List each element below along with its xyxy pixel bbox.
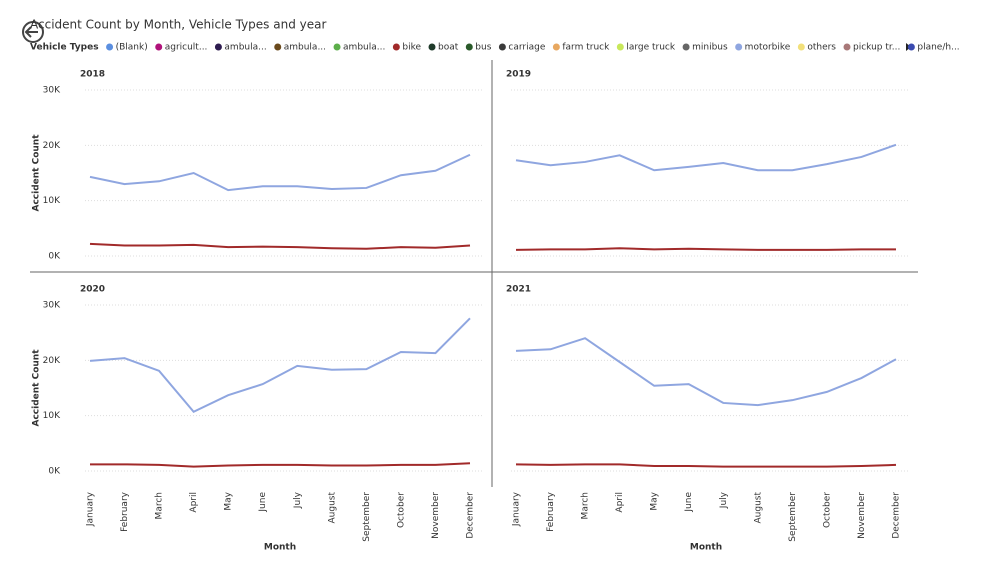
legend-label: pickup tr...: [853, 43, 900, 53]
legend-marker: [428, 43, 436, 51]
y-tick-label: 20K: [43, 356, 61, 366]
x-axis-label: Month: [264, 543, 296, 553]
legend-marker: [498, 43, 506, 51]
legend-label: minibus: [692, 43, 728, 53]
legend-label: carriage: [508, 43, 545, 53]
x-tick-label: September: [788, 492, 798, 542]
y-tick-label: 30K: [43, 86, 61, 96]
x-tick-label: January: [512, 491, 522, 527]
back-button[interactable]: [22, 21, 44, 43]
x-tick-label: November: [857, 492, 867, 539]
series-line: [515, 463, 897, 468]
legend-label: boat: [438, 43, 459, 53]
y-axis-label: Accident Count: [32, 134, 42, 212]
series-line: [515, 337, 897, 407]
chart-title: Accident Count by Month, Vehicle Types a…: [30, 18, 326, 32]
x-tick-label: June: [684, 492, 694, 513]
legend-marker: [797, 43, 805, 51]
legend-label: plane/h...: [917, 43, 959, 53]
legend-marker: [106, 43, 114, 51]
x-tick-label: June: [258, 492, 268, 513]
series-line: [89, 153, 471, 192]
legend-marker: [274, 43, 282, 51]
legend-marker: [392, 43, 400, 51]
x-tick-label: August: [327, 492, 337, 524]
x-tick-label: July: [293, 491, 303, 509]
y-tick-label: 0K: [48, 252, 61, 262]
x-tick-label: September: [362, 492, 372, 542]
legend-marker: [843, 43, 851, 51]
panel-title: 2020: [80, 285, 105, 295]
legend-marker: [155, 43, 163, 51]
y-axis-label: Accident Count: [32, 349, 42, 427]
x-tick-label: March: [155, 492, 165, 519]
y-tick-label: 10K: [43, 411, 61, 421]
back-icon: [24, 26, 38, 38]
x-tick-label: November: [431, 492, 441, 539]
legend-marker: [682, 43, 690, 51]
x-tick-label: December: [466, 492, 476, 539]
legend-title: Vehicle Types: [30, 43, 99, 53]
legend-label: agricult...: [165, 43, 208, 53]
legend-label: farm truck: [562, 43, 610, 53]
x-tick-label: October: [396, 492, 406, 528]
legend-label: motorbike: [745, 43, 791, 53]
legend-marker: [616, 43, 624, 51]
panel-title: 2021: [506, 285, 531, 295]
x-tick-label: May: [650, 491, 660, 510]
x-tick-label: April: [189, 492, 199, 513]
x-tick-label: October: [822, 492, 832, 528]
x-tick-label: February: [120, 491, 130, 532]
legend-marker: [333, 43, 341, 51]
legend-label: ambula...: [284, 43, 326, 53]
x-tick-label: February: [546, 491, 556, 532]
series-line: [90, 462, 471, 468]
legend-marker: [214, 43, 222, 51]
series-line: [515, 143, 897, 172]
x-tick-label: January: [86, 491, 96, 527]
y-tick-label: 20K: [43, 141, 61, 151]
legend-label: bike: [402, 43, 421, 53]
x-tick-label: May: [224, 491, 234, 510]
legend-marker: [465, 43, 473, 51]
x-tick-label: December: [892, 492, 902, 539]
legend-label: ambula...: [343, 43, 385, 53]
x-axis-label: Month: [690, 543, 722, 553]
y-tick-label: 0K: [48, 467, 61, 477]
x-tick-label: April: [615, 492, 625, 513]
legend-label: large truck: [626, 43, 676, 53]
legend-label: others: [807, 43, 836, 53]
panel-title: 2018: [80, 70, 105, 80]
x-tick-label: July: [719, 491, 729, 509]
series-line: [89, 317, 471, 414]
y-tick-label: 10K: [43, 196, 61, 206]
legend-label: bus: [475, 43, 491, 53]
x-tick-label: March: [581, 492, 591, 519]
legend-label: ambula...: [224, 43, 266, 53]
y-tick-label: 30K: [43, 301, 61, 311]
legend-marker: [735, 43, 743, 51]
legend-marker: [907, 43, 915, 51]
legend-label: (Blank): [116, 43, 148, 53]
x-tick-label: August: [753, 492, 763, 524]
series-line: [89, 242, 471, 250]
legend-marker: [552, 43, 560, 51]
series-line: [515, 247, 896, 251]
panel-title: 2019: [506, 70, 531, 80]
